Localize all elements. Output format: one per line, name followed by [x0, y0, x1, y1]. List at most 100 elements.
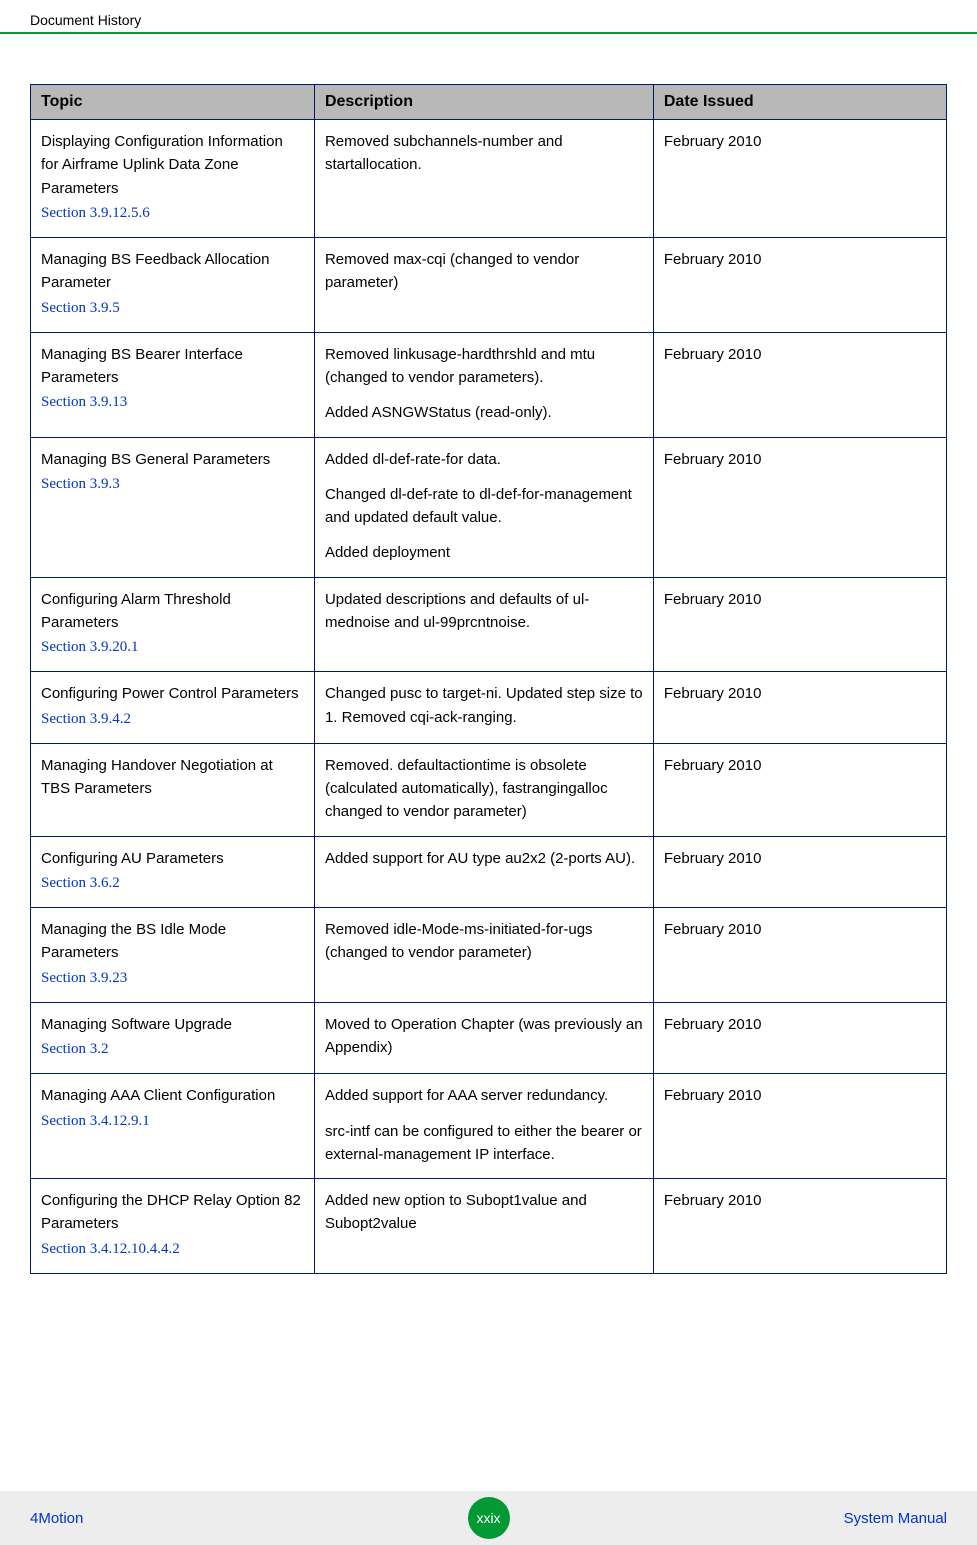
table-row: Displaying Configuration Information for…: [31, 120, 947, 238]
topic-text: Configuring Power Control Parameters: [41, 685, 299, 702]
cell-date: February 2010: [653, 1179, 946, 1274]
col-header-topic: Topic: [31, 85, 315, 120]
cell-date: February 2010: [653, 437, 946, 577]
header-title: Document History: [30, 12, 141, 28]
cell-description: Added support for AAA server redundancy.…: [314, 1074, 653, 1179]
table-row: Configuring Power Control Parameters Sect…: [31, 672, 947, 744]
footer-right: System Manual: [844, 1510, 947, 1527]
col-header-description: Description: [314, 85, 653, 120]
cell-description: Removed subchannels-number and startallo…: [314, 120, 653, 238]
topic-text: Managing AAA Client Configuration: [41, 1087, 275, 1104]
section-link[interactable]: Section 3.9.23: [41, 967, 304, 990]
description-paragraph: Added deployment: [325, 541, 643, 564]
cell-topic: Managing Software Upgrade Section 3.2: [31, 1002, 315, 1074]
table-row: Managing BS Feedback Allocation Paramete…: [31, 238, 947, 333]
table-header-row: Topic Description Date Issued: [31, 85, 947, 120]
description-paragraph: Removed. defaultactiontime is obsolete (…: [325, 754, 643, 824]
topic-text: Managing Software Upgrade: [41, 1016, 232, 1033]
cell-description: Removed. defaultactiontime is obsolete (…: [314, 743, 653, 836]
cell-topic: Configuring AU Parameters Section 3.6.2: [31, 836, 315, 908]
cell-date: February 2010: [653, 577, 946, 672]
cell-description: Removed linkusage-hardthrshld and mtu (c…: [314, 332, 653, 437]
col-header-date: Date Issued: [653, 85, 946, 120]
description-paragraph: Updated descriptions and defaults of ul-…: [325, 588, 643, 635]
cell-topic: Displaying Configuration Information for…: [31, 120, 315, 238]
cell-date: February 2010: [653, 908, 946, 1003]
content-area: Topic Description Date Issued Displaying…: [0, 34, 977, 1274]
cell-date: February 2010: [653, 238, 946, 333]
description-paragraph: Added dl-def-rate-for data.: [325, 448, 643, 471]
section-link[interactable]: Section 3.9.12.5.6: [41, 202, 304, 225]
table-row: Configuring AU Parameters Section 3.6.2 Ad…: [31, 836, 947, 908]
description-paragraph: Added ASNGWStatus (read-only).: [325, 401, 643, 424]
table-row: Configuring the DHCP Relay Option 82 Par…: [31, 1179, 947, 1274]
cell-description: Removed idle-Mode-ms-initiated-for-ugs (…: [314, 908, 653, 1003]
description-paragraph: Changed dl-def-rate to dl-def-for-manage…: [325, 483, 643, 530]
table-row: Managing AAA Client Configuration Section…: [31, 1074, 947, 1179]
section-link[interactable]: Section 3.6.2: [41, 872, 304, 895]
section-link[interactable]: Section 3.9.13: [41, 391, 304, 414]
cell-date: February 2010: [653, 836, 946, 908]
topic-text: Managing the BS Idle Mode Parameters: [41, 921, 226, 961]
section-link[interactable]: Section 3.9.3: [41, 473, 304, 496]
cell-date: February 2010: [653, 672, 946, 744]
topic-text: Configuring the DHCP Relay Option 82 Par…: [41, 1192, 301, 1232]
cell-description: Changed pusc to target-ni. Updated step …: [314, 672, 653, 744]
topic-text: Configuring Alarm Threshold Parameters: [41, 591, 231, 631]
description-paragraph: Added new option to Subopt1value and Sub…: [325, 1189, 643, 1236]
cell-date: February 2010: [653, 332, 946, 437]
section-link[interactable]: Section 3.9.20.1: [41, 636, 304, 659]
footer-page-number: xxix: [476, 1510, 500, 1526]
section-link[interactable]: Section 3.4.12.10.4.4.2: [41, 1238, 304, 1261]
topic-text: Managing BS Feedback Allocation Paramete…: [41, 251, 269, 291]
description-paragraph: Added support for AAA server redundancy.: [325, 1084, 643, 1107]
description-paragraph: Removed max-cqi (changed to vendor param…: [325, 248, 643, 295]
cell-topic: Configuring Power Control Parameters Sect…: [31, 672, 315, 744]
cell-date: February 2010: [653, 120, 946, 238]
cell-date: February 2010: [653, 1074, 946, 1179]
cell-description: Added new option to Subopt1value and Sub…: [314, 1179, 653, 1274]
table-row: Managing Handover Negotiation at TBS Par…: [31, 743, 947, 836]
cell-description: Removed max-cqi (changed to vendor param…: [314, 238, 653, 333]
history-table: Topic Description Date Issued Displaying…: [30, 84, 947, 1274]
topic-text: Displaying Configuration Information for…: [41, 133, 283, 197]
description-paragraph: Removed linkusage-hardthrshld and mtu (c…: [325, 343, 643, 390]
cell-description: Moved to Operation Chapter (was previous…: [314, 1002, 653, 1074]
description-paragraph: Changed pusc to target-ni. Updated step …: [325, 682, 643, 729]
cell-topic: Managing BS Bearer Interface Parameters S…: [31, 332, 315, 437]
cell-topic: Managing Handover Negotiation at TBS Par…: [31, 743, 315, 836]
topic-text: Managing BS Bearer Interface Parameters: [41, 346, 243, 386]
cell-description: Added support for AU type au2x2 (2-ports…: [314, 836, 653, 908]
table-row: Configuring Alarm Threshold Parameters Se…: [31, 577, 947, 672]
cell-date: February 2010: [653, 743, 946, 836]
topic-text: Configuring AU Parameters: [41, 850, 224, 867]
cell-topic: Managing BS General Parameters Section 3.…: [31, 437, 315, 577]
table-row: Managing BS General Parameters Section 3.…: [31, 437, 947, 577]
page-header: Document History: [0, 0, 977, 34]
cell-topic: Configuring the DHCP Relay Option 82 Par…: [31, 1179, 315, 1274]
description-paragraph: Added support for AU type au2x2 (2-ports…: [325, 847, 643, 870]
topic-text: Managing Handover Negotiation at TBS Par…: [41, 757, 273, 797]
section-link[interactable]: Section 3.9.5: [41, 297, 304, 320]
section-link[interactable]: Section 3.4.12.9.1: [41, 1110, 304, 1133]
topic-text: Managing BS General Parameters: [41, 451, 270, 468]
section-link[interactable]: Section 3.9.4.2: [41, 708, 304, 731]
description-paragraph: Removed idle-Mode-ms-initiated-for-ugs (…: [325, 918, 643, 965]
table-row: Managing BS Bearer Interface Parameters S…: [31, 332, 947, 437]
cell-topic: Managing the BS Idle Mode Parameters Sect…: [31, 908, 315, 1003]
cell-description: Added dl-def-rate-for data. Changed dl-de…: [314, 437, 653, 577]
description-paragraph: Removed subchannels-number and startallo…: [325, 130, 643, 177]
cell-description: Updated descriptions and defaults of ul-…: [314, 577, 653, 672]
footer-left: 4Motion: [30, 1510, 83, 1527]
table-row: Managing the BS Idle Mode Parameters Sect…: [31, 908, 947, 1003]
section-link[interactable]: Section 3.2: [41, 1038, 304, 1061]
cell-topic: Managing BS Feedback Allocation Paramete…: [31, 238, 315, 333]
footer-page-badge: xxix: [468, 1497, 510, 1539]
cell-date: February 2010: [653, 1002, 946, 1074]
page-footer: 4Motion xxix System Manual: [0, 1491, 977, 1545]
cell-topic: Managing AAA Client Configuration Section…: [31, 1074, 315, 1179]
description-paragraph: Moved to Operation Chapter (was previous…: [325, 1013, 643, 1060]
cell-topic: Configuring Alarm Threshold Parameters Se…: [31, 577, 315, 672]
table-row: Managing Software Upgrade Section 3.2 Move…: [31, 1002, 947, 1074]
description-paragraph: src-intf can be configured to either the…: [325, 1120, 643, 1167]
